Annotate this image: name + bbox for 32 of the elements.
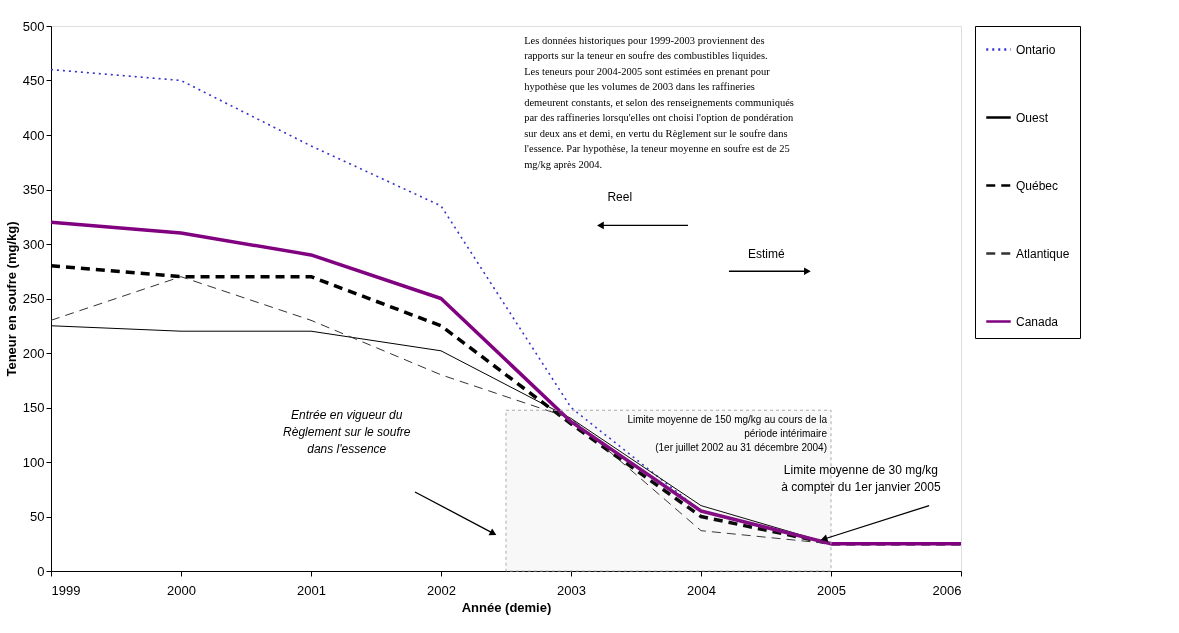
annotation: Estimé (747, 247, 785, 262)
x-tick-label: 2000 (167, 582, 196, 598)
y-tick-label: 300 (22, 236, 45, 252)
x-tick-label: 2003 (557, 582, 586, 598)
y-tick-label: 0 (37, 563, 45, 579)
legend-label: Ouest (1016, 110, 1049, 125)
x-tick-label: 2004 (687, 582, 716, 598)
legend-label: Ontario (1016, 42, 1056, 57)
y-tick-label: 50 (30, 509, 45, 524)
x-tick-label: 1999 (51, 582, 81, 598)
annotation: Limite moyenne de 30 mg/kg à compter du 1er janvier 2005 (781, 462, 941, 494)
y-tick-label: 350 (22, 182, 45, 197)
y-tick-label: 400 (22, 127, 45, 143)
text: Les données historiques pour 1999-2003 proviennent des rapports sur la teneur en soufre des combustibles liquides. Les teneurs pour 2004-2005 sont estimées en prenant pour hypothèse que les volumes de 2003 dans les raffineries demeurent constants, et selon des renseignements communiqués par des raffineries lorsqu'elles ont choisi l'option de pondération sur deux ans et demi, en vertu du Règlement sur le soufre dans l'essence. Par hypothèse, la teneur moyenne en soufre est de 25 mg/kg après 2004. (524, 34, 794, 170)
band-label: Limite moyenne de 150 mg/kg au cours de la période intérimaire (1er juillet 2002 au 31 décembre 2004) (627, 414, 828, 454)
y-tick-label: 200 (22, 345, 45, 361)
legend-label: Québec (1016, 178, 1059, 193)
y-tick-label: 250 (22, 291, 45, 306)
x-axis-title: Année (demie) (461, 599, 552, 615)
annotation: Entrée en vigueur du Règlement sur le soufre dans l'essence (283, 408, 411, 457)
x-tick-label: 2005 (817, 582, 846, 598)
y-tick-label: 450 (22, 73, 45, 88)
x-tick-label: 2002 (427, 582, 456, 598)
annotation: Reel (607, 190, 633, 205)
x-tick-label: 2001 (297, 582, 326, 598)
y-tick-label: 500 (22, 18, 45, 34)
y-tick-label: 100 (22, 454, 45, 470)
legend-label: Canada (1016, 314, 1059, 329)
x-tick-label: 2006 (932, 582, 962, 598)
legend-label: Atlantique (1016, 246, 1070, 261)
y-axis-title: Teneur en soufre (mg/kg) (3, 221, 19, 377)
y-tick-label: 150 (22, 400, 45, 415)
